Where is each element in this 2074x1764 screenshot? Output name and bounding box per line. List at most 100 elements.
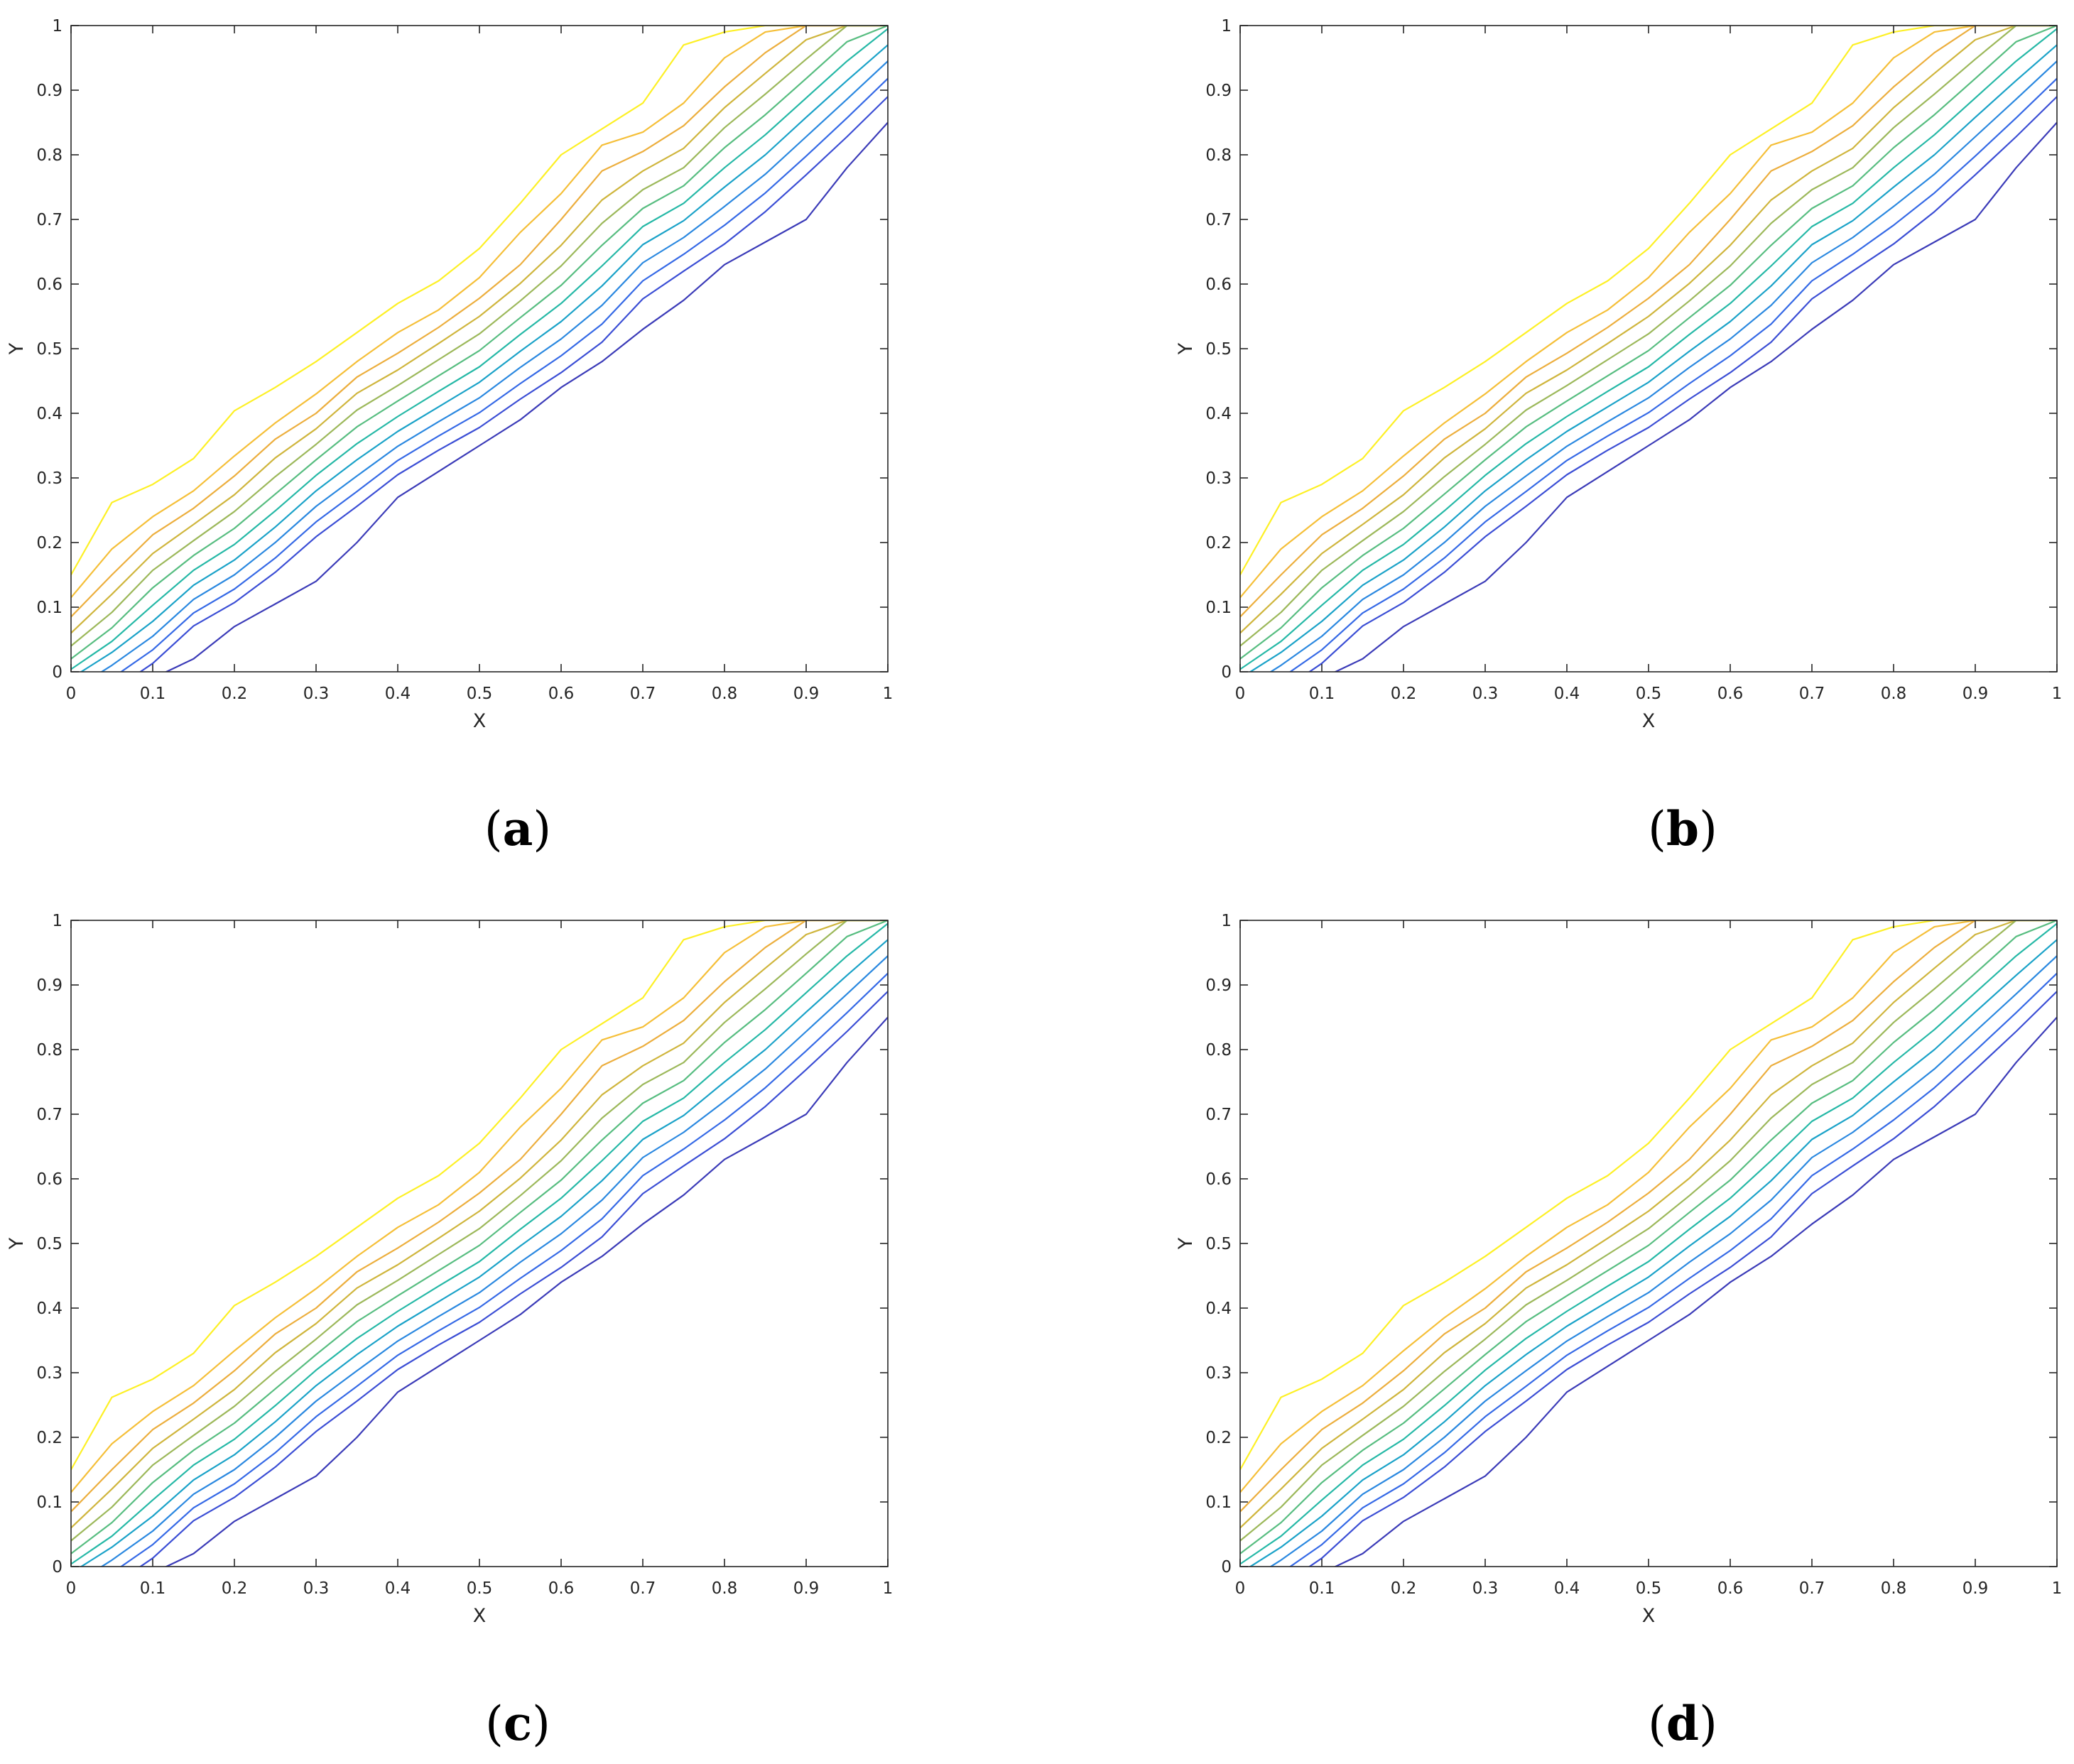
contour-line-c-7 [71, 922, 888, 1565]
x-axis-label-c: X [473, 1605, 487, 1627]
x-tick-label-d: 0 [1235, 1579, 1246, 1598]
contour-line-c-5 [71, 920, 888, 1542]
y-tick-label-d: 0.2 [1205, 1429, 1232, 1447]
x-axis-label-a: X [473, 710, 487, 732]
contour-line-c-9 [100, 955, 888, 1567]
x-tick-label-a: 0.9 [793, 685, 820, 703]
contour-line-c-1 [71, 920, 888, 1471]
x-tick-label-d: 0.7 [1799, 1579, 1825, 1598]
y-tick-label-a: 0.6 [36, 276, 63, 294]
contour-line-b-5 [1240, 26, 2057, 647]
y-tick-label-a: 1 [52, 17, 63, 36]
x-tick-label-a: 0 [66, 685, 77, 703]
y-tick-label-a: 0.4 [36, 405, 63, 423]
contour-line-c-10 [119, 972, 888, 1567]
y-tick-label-a: 0.8 [36, 146, 63, 165]
contour-line-d-2 [1240, 920, 2057, 1493]
contour-line-d-6 [1240, 920, 2057, 1555]
y-tick-label-c: 0.8 [36, 1041, 63, 1060]
contour-line-b-1 [1240, 26, 2057, 576]
contour-lines-a [71, 26, 888, 672]
y-tick-label-b: 0.4 [1205, 405, 1232, 423]
contour-line-a-5 [71, 26, 888, 647]
contour-line-d-12 [1333, 1016, 2057, 1567]
x-axis-label-d: X [1642, 1605, 1656, 1627]
panel-caption-d: (d) [1648, 1696, 1717, 1751]
y-tick-label-a: 0.1 [36, 599, 63, 617]
contour-plot-d: 0 0.1 0.2 0.3 0.4 0.5 0.6 0.7 0.8 0.9 1 0 0.1 0.2 0.3 0… [1175, 912, 2062, 1627]
contour-line-a-6 [71, 26, 888, 660]
y-tick-label-b: 0 [1221, 663, 1232, 682]
contour-plot-a: 0 0.1 0.2 0.3 0.4 0.5 0.6 0.7 0.8 0.9 1 0 0.1 0.2 0.3 0… [6, 17, 893, 732]
y-tick-label-b: 0.5 [1205, 340, 1232, 359]
y-axis-label-d: Y [1175, 1237, 1197, 1250]
y-tick-label-b: 0.6 [1205, 276, 1232, 294]
panel-caption-b: (b) [1648, 801, 1717, 856]
contour-line-d-10 [1288, 972, 2057, 1567]
y-tick-label-b: 0.3 [1205, 469, 1232, 488]
contour-line-d-11 [1308, 991, 2057, 1567]
x-tick-label-b: 0.5 [1636, 685, 1662, 703]
contour-line-a-10 [119, 77, 888, 672]
panel-label-b: b [1666, 801, 1700, 856]
y-tick-label-c: 0.2 [36, 1429, 63, 1447]
contour-line-a-1 [71, 26, 888, 576]
x-tick-label-d: 0.2 [1391, 1579, 1417, 1598]
y-tick-label-c: 0.4 [36, 1300, 63, 1318]
contour-line-b-8 [1249, 44, 2057, 672]
panel-caption-a: (a) [484, 801, 552, 856]
axes-box-d [1239, 920, 2058, 1567]
x-tick-label-d: 0.9 [1962, 1579, 1989, 1598]
x-tick-label-a: 0.6 [548, 685, 575, 703]
y-tick-label-b: 1 [1221, 17, 1232, 36]
contour-line-b-12 [1333, 121, 2057, 672]
x-tick-label-a: 0.3 [303, 685, 330, 703]
x-tick-label-b: 0.2 [1391, 685, 1417, 703]
y-tick-label-d: 0.4 [1205, 1300, 1232, 1318]
contour-line-d-1 [1240, 920, 2057, 1471]
x-tick-label-a: 0.5 [467, 685, 493, 703]
x-tick-label-b: 0.7 [1799, 685, 1825, 703]
x-tick-label-c: 0.3 [303, 1579, 330, 1598]
y-tick-label-c: 0.3 [36, 1364, 63, 1383]
contour-line-a-7 [71, 28, 888, 670]
contour-line-b-2 [1240, 26, 2057, 599]
contour-lines-c [71, 920, 888, 1567]
y-tick-label-d: 1 [1221, 912, 1232, 930]
x-tick-label-c: 0.1 [140, 1579, 166, 1598]
contour-plot-c: 0 0.1 0.2 0.3 0.4 0.5 0.6 0.7 0.8 0.9 1 0 0.1 0.2 0.3 0… [6, 912, 894, 1627]
x-tick-label-c: 0.9 [793, 1579, 820, 1598]
contour-line-a-2 [71, 26, 888, 599]
y-tick-label-c: 1 [52, 912, 63, 930]
y-axis-label-b: Y [1175, 342, 1197, 355]
contour-line-b-6 [1240, 26, 2057, 660]
x-tick-label-a: 0.1 [140, 685, 166, 703]
y-tick-label-c: 0.9 [36, 976, 63, 995]
x-tick-label-c: 0.2 [222, 1579, 248, 1598]
y-tick-label-c: 0.6 [36, 1170, 63, 1189]
y-tick-label-b: 0.9 [1205, 82, 1232, 100]
contour-line-b-3 [1240, 26, 2057, 618]
contour-line-b-7 [1240, 28, 2057, 670]
axes-box-b [1239, 25, 2058, 673]
contour-line-b-11 [1308, 96, 2057, 672]
y-tick-label-c: 0.5 [36, 1235, 63, 1253]
contour-line-b-10 [1288, 77, 2057, 672]
contour-line-d-8 [1249, 939, 2057, 1567]
x-tick-label-d: 0.4 [1554, 1579, 1580, 1598]
x-tick-label-b: 0.8 [1881, 685, 1907, 703]
x-tick-label-d: 0.1 [1309, 1579, 1335, 1598]
y-tick-label-a: 0 [52, 663, 63, 682]
contour-line-c-11 [139, 991, 888, 1567]
x-tick-label-c: 1 [883, 1579, 894, 1598]
y-tick-label-d: 0.9 [1205, 976, 1232, 995]
contour-line-c-2 [71, 920, 888, 1493]
y-axis-label-a: Y [6, 342, 28, 355]
panel-label-c: c [503, 1696, 533, 1751]
x-tick-label-a: 0.4 [385, 685, 411, 703]
axes-box-a [70, 25, 889, 673]
panel-caption-c: (c) [485, 1696, 550, 1751]
contour-line-a-11 [139, 96, 888, 672]
contour-lines-b [1240, 26, 2057, 672]
